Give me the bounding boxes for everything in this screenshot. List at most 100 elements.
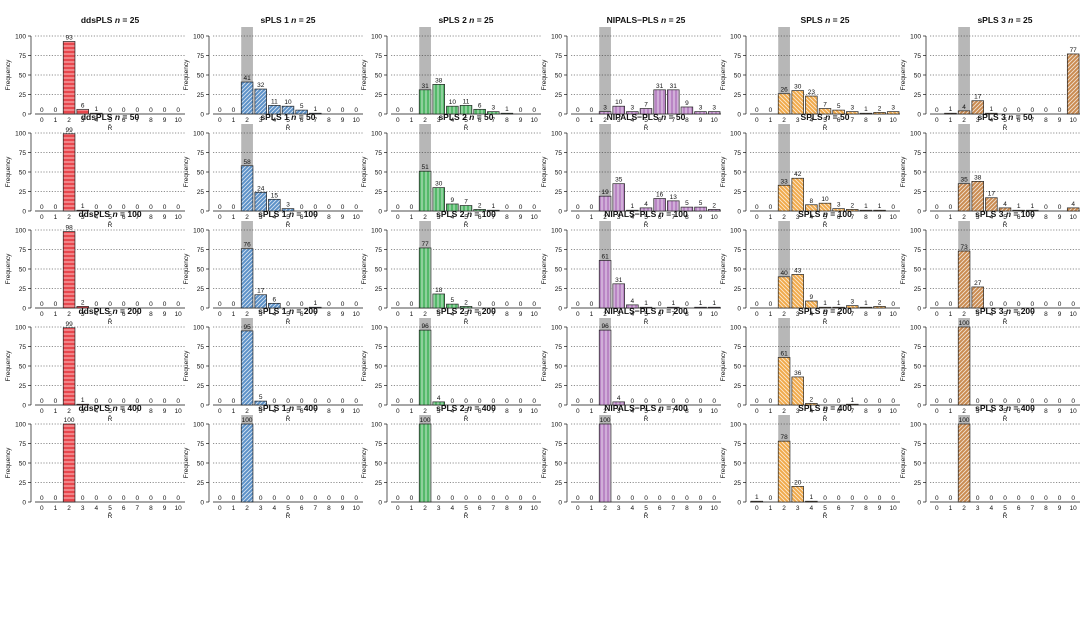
x-tick-label: 4 — [810, 505, 814, 512]
x-tick-label: 9 — [878, 408, 882, 415]
data-label: 1 — [712, 300, 716, 307]
x-tick-label: 10 — [353, 311, 361, 318]
bar — [777, 184, 791, 212]
data-label: 3 — [699, 105, 703, 112]
x-tick-label: 6 — [300, 214, 304, 221]
data-label: 10 — [284, 99, 292, 106]
x-tick-label: 9 — [1058, 117, 1062, 124]
bar — [240, 330, 254, 406]
subplot: 0255075100Frequency000141232311410556170… — [183, 15, 363, 132]
x-tick-label: 0 — [935, 505, 939, 512]
bar — [859, 209, 873, 212]
x-axis-label: R̂ — [644, 124, 649, 132]
x-tick-label: 6 — [658, 311, 662, 318]
y-axis-label: Frequency — [900, 350, 907, 381]
data-label: 0 — [259, 495, 263, 502]
bar — [459, 306, 473, 309]
x-axis-label: R̂ — [286, 415, 291, 423]
x-tick-label: 0 — [935, 214, 939, 221]
data-label: 0 — [354, 398, 358, 405]
y-tick-label: 0 — [22, 402, 26, 409]
data-label: 99 — [65, 127, 73, 134]
data-label: 0 — [590, 398, 594, 405]
x-axis-label: R̂ — [108, 318, 113, 326]
data-label: 100 — [242, 417, 253, 424]
data-label: 0 — [590, 204, 594, 211]
y-tick-label: 50 — [375, 169, 383, 176]
bar — [473, 108, 486, 115]
data-label: 17 — [974, 94, 982, 101]
bar — [805, 95, 818, 115]
data-label: 0 — [95, 301, 99, 308]
x-tick-label: 10 — [711, 408, 719, 415]
data-label: 0 — [232, 204, 236, 211]
bar — [707, 306, 721, 309]
data-label: 0 — [410, 301, 414, 308]
x-tick-label: 2 — [423, 311, 427, 318]
data-label: 98 — [65, 225, 73, 232]
x-tick-label: 8 — [149, 117, 153, 124]
x-tick-label: 5 — [108, 505, 112, 512]
x-tick-label: 3 — [437, 408, 441, 415]
x-tick-label: 2 — [603, 311, 607, 318]
x-tick-label: 2 — [962, 408, 966, 415]
data-label: 0 — [40, 495, 44, 502]
subplot: 0255075100Frequency000173227304050607080… — [900, 209, 1080, 326]
data-label: 0 — [327, 204, 331, 211]
bar — [459, 205, 473, 212]
subplot: 0255075100Frequency000110020304050607080… — [541, 403, 721, 520]
x-tick-label: 9 — [878, 214, 882, 221]
subplot-title: SPLS n = 50 — [801, 112, 850, 122]
x-tick-label: 5 — [286, 117, 290, 124]
bar — [446, 303, 459, 309]
x-tick-label: 3 — [259, 214, 263, 221]
x-tick-label: 7 — [1030, 505, 1034, 512]
x-tick-label: 5 — [1003, 117, 1007, 124]
x-tick-label: 10 — [890, 117, 898, 124]
data-label: 0 — [755, 107, 759, 114]
y-tick-label: 50 — [197, 72, 205, 79]
data-label: 7 — [823, 102, 827, 109]
y-tick-label: 25 — [914, 189, 922, 196]
bar — [240, 81, 254, 115]
data-label: 10 — [821, 196, 829, 203]
data-label: 0 — [232, 107, 236, 114]
x-tick-label: 9 — [341, 505, 345, 512]
y-tick-label: 100 — [371, 33, 382, 40]
x-tick-label: 1 — [232, 505, 236, 512]
subplot-title: NIPALS−PLS n = 100 — [604, 209, 688, 219]
data-label: 0 — [327, 495, 331, 502]
x-tick-label: 4 — [273, 505, 277, 512]
subplot: 0255075100Frequency001142173140506070809… — [900, 15, 1080, 132]
data-label: 3 — [850, 299, 854, 306]
subplot: 0255075100Frequency000158224315435060708… — [183, 112, 363, 229]
subplot-title: NIPALS−PLS n = 200 — [604, 306, 688, 316]
y-axis-label: Frequency — [361, 156, 368, 187]
x-tick-label: 7 — [135, 214, 139, 221]
x-tick-label: 7 — [1030, 214, 1034, 221]
y-axis-label: Frequency — [900, 253, 907, 284]
data-label: 0 — [354, 204, 358, 211]
data-label: 5 — [259, 394, 263, 401]
bar — [432, 293, 445, 309]
highlight-band — [419, 27, 431, 114]
data-label: 0 — [755, 204, 759, 211]
bar — [418, 170, 432, 212]
y-tick-label: 50 — [914, 363, 922, 370]
x-tick-label: 5 — [108, 214, 112, 221]
bar — [846, 403, 859, 406]
x-tick-label: 2 — [962, 505, 966, 512]
x-tick-label: 2 — [962, 214, 966, 221]
bar — [667, 306, 680, 309]
data-label: 1 — [699, 300, 703, 307]
data-label: 0 — [1071, 301, 1075, 308]
data-label: 30 — [794, 84, 802, 91]
subplot-title: ddsPLS n = 400 — [78, 403, 141, 413]
bar — [446, 203, 459, 212]
x-axis-label: R̂ — [286, 512, 291, 520]
data-label: 42 — [794, 171, 802, 178]
y-axis-label: Frequency — [5, 156, 12, 187]
x-tick-label: 5 — [464, 214, 468, 221]
data-label: 13 — [670, 194, 678, 201]
data-label: 19 — [601, 189, 609, 196]
